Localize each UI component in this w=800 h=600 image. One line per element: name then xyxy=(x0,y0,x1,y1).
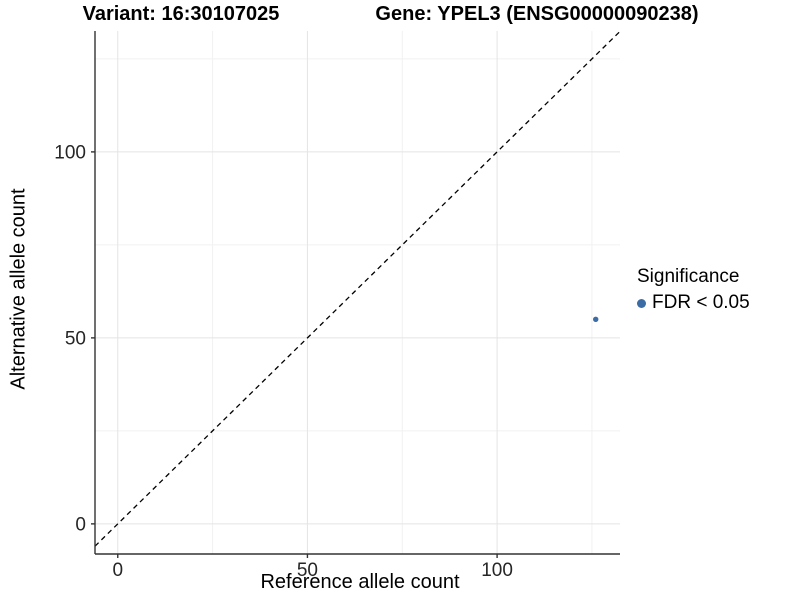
legend: Significance FDR < 0.05 xyxy=(637,266,750,314)
y-tick-label: 50 xyxy=(65,329,86,350)
x-tick-label: 50 xyxy=(297,560,318,581)
y-axis-title: Alternative allele count xyxy=(7,188,30,390)
x-tick-label: 0 xyxy=(112,560,123,581)
data-point xyxy=(593,316,599,322)
gene-title: Gene: YPEL3 (ENSG00000090238) xyxy=(375,3,699,25)
x-tick-label: 100 xyxy=(481,560,513,581)
legend-item-fdr: FDR < 0.05 xyxy=(637,292,750,314)
x-axis-title: Reference allele count xyxy=(260,571,460,593)
y-tick-label: 0 xyxy=(75,515,86,536)
variant-title: Variant: 16:30107025 xyxy=(82,3,280,25)
identity-dashed-line xyxy=(94,30,621,547)
legend-item-label: FDR < 0.05 xyxy=(652,292,750,313)
legend-point-icon xyxy=(637,298,646,308)
y-tick-label: 100 xyxy=(54,143,86,164)
legend-title: Significance xyxy=(637,266,740,287)
